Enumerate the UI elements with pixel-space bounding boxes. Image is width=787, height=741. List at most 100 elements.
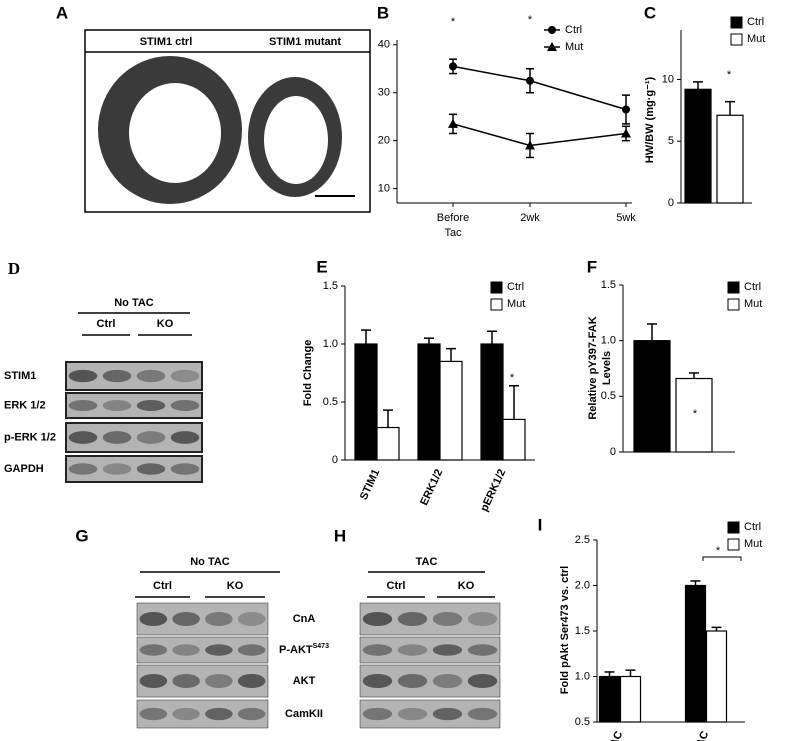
annotation: * — [727, 69, 732, 81]
blot-band — [170, 369, 200, 383]
blot-band — [397, 644, 428, 656]
panel-label: I — [538, 515, 543, 534]
blot-band — [172, 673, 200, 689]
legend-marker — [730, 33, 743, 46]
group-label: KO — [157, 318, 174, 330]
bar — [684, 88, 712, 204]
y-tick-label: 0.5 — [601, 390, 616, 402]
row-label: p-ERK 1/2 — [4, 431, 56, 443]
row-label: AKT — [293, 675, 316, 687]
blot-band — [68, 369, 98, 383]
blot-band — [205, 644, 233, 656]
bar — [480, 343, 504, 461]
blot-band — [136, 400, 166, 411]
blot-band — [237, 673, 266, 689]
bar — [619, 675, 642, 723]
legend-label: Ctrl — [744, 521, 761, 533]
image-title: STIM1 mutant — [269, 36, 341, 48]
row-label: ERK 1/2 — [4, 399, 46, 411]
blot-band — [170, 400, 200, 411]
x-tick-label: Before Tac — [437, 212, 469, 239]
blot-band — [467, 673, 498, 689]
blot-band — [68, 431, 98, 444]
blot-band — [205, 611, 233, 627]
panel-label: G — [75, 526, 88, 545]
blot-band — [172, 644, 200, 656]
y-tick-label: 1.0 — [601, 335, 616, 347]
row-label: CnA — [293, 613, 316, 625]
legend-label: Ctrl — [744, 281, 761, 293]
significance-bracket — [702, 556, 742, 561]
row-label: STIM1 — [4, 370, 36, 382]
blot-band — [136, 369, 166, 383]
y-tick-label: 1.0 — [575, 670, 590, 682]
x-tick-label: No TAC — [598, 729, 626, 741]
legend-marker — [727, 521, 740, 534]
legend-label: Mut — [565, 41, 583, 53]
blot-band — [172, 611, 200, 627]
y-axis-label-group: HW/BW (mg·g⁻¹) — [644, 76, 656, 163]
y-axis-label-group: Fold pAkt Ser473 vs. ctrl — [559, 566, 571, 694]
blot-band — [467, 644, 498, 656]
y-axis-label: HW/BW (mg·g⁻¹) — [644, 76, 656, 163]
blot-band — [237, 611, 266, 627]
bar — [716, 114, 744, 204]
legend-marker — [730, 16, 743, 29]
point — [622, 105, 630, 114]
blot-band — [397, 673, 428, 689]
panel-label: C — [644, 3, 656, 22]
y-axis-label-group: Relative pY397-FAK Levels — [587, 316, 613, 419]
panel-label: H — [334, 526, 346, 545]
y-tick-label: 10 — [378, 183, 390, 195]
bar — [502, 418, 526, 461]
blot-band — [467, 707, 498, 721]
legend-label: Ctrl — [747, 16, 764, 28]
y-tick-label: 5 — [668, 135, 674, 147]
bar — [705, 630, 728, 723]
y-tick-label: 1.5 — [575, 625, 590, 637]
bar — [354, 343, 378, 461]
y-tick-label: 10 — [662, 73, 674, 85]
blot-band — [68, 463, 98, 475]
panel-label: A — [56, 3, 68, 22]
y-tick-label: 0 — [332, 454, 338, 466]
y-axis-label: Fold Change — [302, 340, 314, 407]
y-tick-label: 0 — [610, 446, 616, 458]
blot-band — [397, 611, 428, 627]
blot-band — [432, 611, 463, 627]
legend-marker — [727, 538, 740, 551]
y-tick-label: 2.0 — [575, 579, 590, 591]
point — [526, 76, 534, 85]
legend-label: Ctrl — [507, 281, 524, 293]
annotation: * — [693, 408, 698, 420]
condition-label: No TAC — [190, 556, 230, 568]
y-axis-label: Levels — [601, 351, 613, 385]
heart-lumen — [129, 83, 221, 183]
blot-band — [102, 463, 132, 475]
panel-label: F — [587, 257, 597, 276]
bar — [684, 584, 707, 723]
blot-band — [362, 673, 393, 689]
blot-band — [139, 673, 168, 689]
blot-band — [467, 611, 498, 627]
bar — [417, 343, 441, 461]
row-label: CamKII — [285, 708, 323, 720]
blot-band — [362, 611, 393, 627]
annotation: * — [716, 545, 721, 557]
point — [525, 140, 535, 150]
y-tick-label: 20 — [378, 135, 390, 147]
legend-marker — [490, 281, 503, 294]
blot-band — [205, 707, 233, 721]
blot-band — [362, 644, 393, 656]
row-label-text: P-AKT — [279, 644, 313, 656]
point — [449, 62, 457, 71]
y-tick-label: 0 — [668, 197, 674, 209]
legend-marker — [727, 281, 740, 294]
x-tick-label: 5wk — [616, 212, 636, 224]
blot-band — [237, 707, 266, 721]
blot-band — [432, 673, 463, 689]
blot-band — [205, 673, 233, 689]
image-title: STIM1 ctrl — [140, 36, 193, 48]
group-label: Ctrl — [387, 580, 406, 592]
bar — [598, 675, 621, 723]
